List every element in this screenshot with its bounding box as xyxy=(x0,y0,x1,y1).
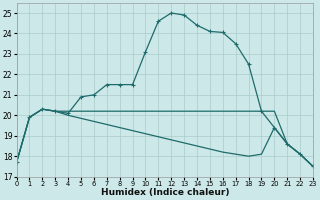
X-axis label: Humidex (Indice chaleur): Humidex (Indice chaleur) xyxy=(100,188,229,197)
